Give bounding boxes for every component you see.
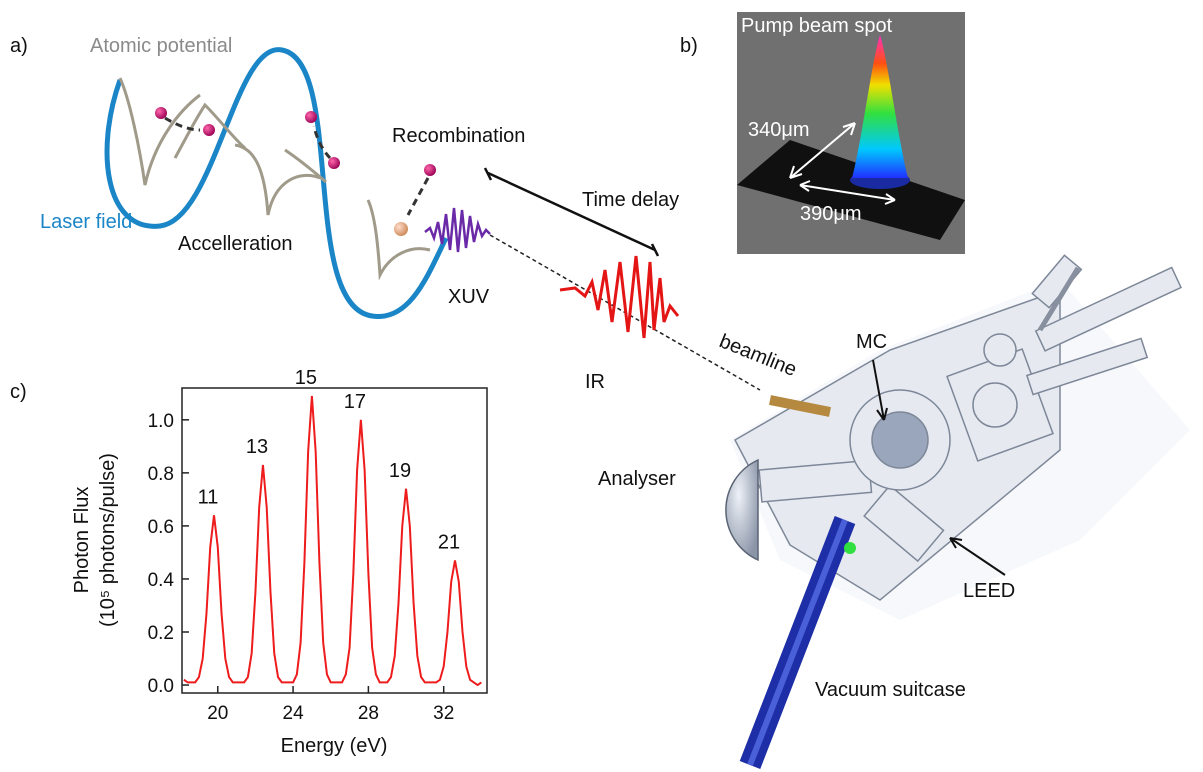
image-plane [737,140,965,240]
y-axis-label: (10⁵ photons/pulse) [97,453,119,627]
panel-label: b) [680,35,698,57]
panel-c: c) Energy (eV) Photon Flux (10⁵ photons/… [10,367,488,757]
recombination-label: Recombination [392,125,525,147]
electron-paths [164,116,430,216]
acceleration-label: Accelleration [178,233,293,255]
harmonic-label: 21 [438,531,460,553]
time-delay-bar [483,167,660,257]
harmonic-label: 11 [198,486,219,508]
width-x-label: 390μm [800,203,862,225]
plot-frame [181,387,488,694]
suitcase-label: Vacuum suitcase [815,679,966,701]
y-tick-label: 0.2 [148,623,174,644]
analyser-dome [725,458,759,562]
arrow-y [789,122,856,179]
chamber-parts [734,254,1183,601]
y-tick-label: 1.0 [148,411,174,432]
mc-label: MC [856,331,887,353]
ir-label: IR [585,371,605,393]
leed-arrow [949,537,1006,576]
y-tick-label: 0.6 [148,517,174,538]
ir-pulse [559,255,680,339]
electrons [155,107,436,176]
suitcase-marker [844,542,856,554]
flux-line [183,395,482,687]
y-tick-label: 0.4 [148,570,175,591]
panel-a: a) Atomic potential Recombination Laser … [10,35,761,393]
analyser-label: Analyser [598,468,676,490]
spot-peak [852,35,908,178]
manipulator [1037,266,1081,332]
harmonic-label: 19 [389,460,411,482]
xuv-label: XUV [448,286,490,308]
x-tick-label: 24 [283,703,305,724]
harmonic-label: 17 [344,391,366,413]
x-tick-label: 32 [433,703,454,724]
x-tick-label: 28 [358,703,379,724]
panel-label: a) [10,35,28,57]
ion [394,222,408,236]
harmonic-label: 15 [295,367,317,389]
x-tick-label: 20 [207,703,228,724]
panel-b: b) Pump beam spot 340μm 390μm [680,12,965,254]
beamline-label: beamline [716,330,800,381]
arrow-x [799,180,896,205]
atomic-potential-label: Atomic potential [90,35,232,57]
time-delay-label: Time delay [582,189,679,211]
beam-title: Pump beam spot [741,15,893,37]
leed-label: LEED [963,580,1015,602]
y-tick-label: 0.0 [148,676,174,697]
x-axis-label: Energy (eV) [281,735,388,757]
y-axis-label: Photon Flux [71,487,93,594]
laser-field-label: Laser field [40,211,132,233]
potential-curves [118,77,431,281]
suitcase-rod [747,518,848,767]
beamline-pipe [769,395,831,417]
mc-arrow [872,359,888,421]
y-tick-label: 0.8 [148,464,174,485]
laser-field-curve [104,47,449,319]
harmonic-label: 13 [246,436,268,458]
apparatus: beamline MC Analyser LEED Vacuum suitcas… [598,254,1190,769]
width-y-label: 340μm [748,119,810,141]
xuv-pulse [424,207,491,253]
panel-label: c) [10,381,27,403]
